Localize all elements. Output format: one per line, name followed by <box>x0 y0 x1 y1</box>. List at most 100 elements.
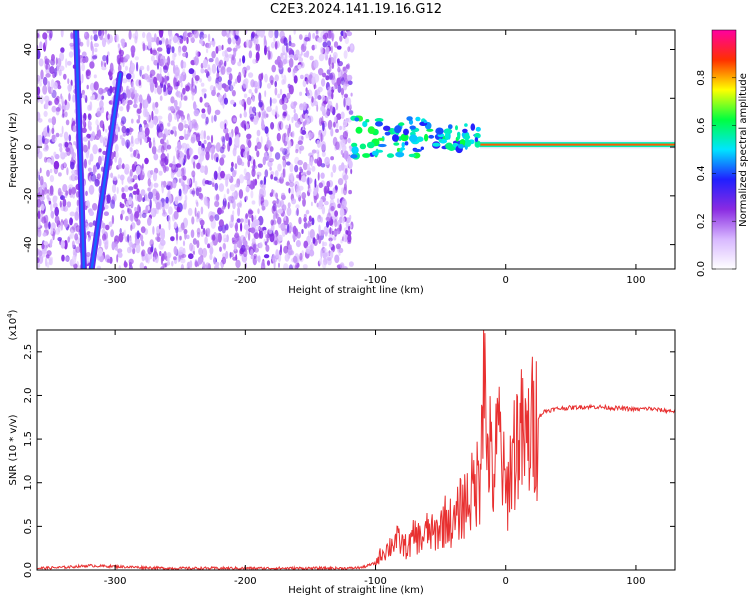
heatmap-cell <box>130 213 134 222</box>
heatmap-cell <box>330 45 333 54</box>
heatmap-cell <box>263 199 269 207</box>
heatmap-cell <box>101 166 104 172</box>
heatmap-cell <box>300 74 304 80</box>
heatmap-cell <box>48 100 53 106</box>
heatmap-cell <box>71 169 77 175</box>
heatmap-cell <box>290 101 294 107</box>
heatmap-cell <box>183 120 187 125</box>
heatmap-cell <box>76 191 79 198</box>
heatmap-cell <box>170 60 175 66</box>
heatmap-cell <box>119 93 124 99</box>
heatmap-cell <box>342 73 348 79</box>
heatmap-cell <box>150 55 155 62</box>
heatmap-cell <box>304 113 308 120</box>
heatmap-cell <box>320 172 325 179</box>
heatmap-cell <box>343 93 349 99</box>
heatmap-cell <box>247 159 250 168</box>
heatmap-cell <box>240 144 246 153</box>
heatmap-cell <box>346 74 353 81</box>
heatmap-cell <box>297 140 303 146</box>
heatmap-blob <box>365 119 370 123</box>
heatmap-cell <box>322 122 325 132</box>
heatmap-cell <box>202 178 207 187</box>
heatmap-blob <box>392 134 399 142</box>
heatmap-cell <box>151 110 154 121</box>
heatmap-cell <box>177 144 182 149</box>
heatmap-cell <box>237 206 241 217</box>
heatmap-cell <box>67 236 70 243</box>
heatmap-cell <box>49 175 55 183</box>
x-tick-label: 0 <box>503 576 509 587</box>
heatmap-blob <box>372 150 378 156</box>
heatmap-cell <box>239 113 242 119</box>
heatmap-cell <box>159 30 164 38</box>
heatmap-cell <box>173 99 178 108</box>
heatmap-cell <box>215 46 219 54</box>
heatmap-cell <box>165 142 168 152</box>
heatmap-cell <box>286 114 291 121</box>
heatmap-cell <box>318 182 323 189</box>
heatmap-cell <box>309 229 315 239</box>
heatmap-cell <box>132 190 138 195</box>
heatmap-cell <box>88 184 95 195</box>
heatmap-cell <box>47 86 52 93</box>
heatmap-cell <box>203 139 207 145</box>
heatmap-blob <box>355 126 363 134</box>
heatmap-cell <box>321 78 326 87</box>
heatmap-cell <box>136 61 139 72</box>
heatmap-cell <box>283 74 287 85</box>
heatmap-cell <box>262 188 266 198</box>
heatmap-cell <box>180 167 185 178</box>
heatmap-cell <box>88 210 95 216</box>
heatmap-cell <box>269 166 272 171</box>
heatmap-cell <box>228 53 233 59</box>
heatmap-cell <box>166 75 170 81</box>
spectrogram-frame <box>36 29 676 270</box>
heatmap-cell <box>176 113 179 123</box>
heatmap-cell <box>92 94 95 100</box>
heatmap-cell <box>346 104 350 111</box>
heatmap-cell <box>266 155 271 161</box>
heatmap-cell <box>37 49 41 60</box>
heatmap-cell <box>264 169 269 178</box>
heatmap-cell <box>307 220 310 228</box>
heatmap-cell <box>39 41 43 50</box>
heatmap-cell <box>342 186 348 196</box>
x-tick-label: -100 <box>364 576 387 587</box>
heatmap-cell <box>240 235 245 243</box>
heatmap-cell <box>258 111 261 118</box>
heatmap-cell <box>302 198 306 207</box>
heatmap-cell <box>153 33 157 43</box>
heatmap-cell <box>114 241 119 251</box>
heatmap-cell <box>37 74 41 82</box>
heatmap-cell <box>253 232 260 240</box>
heatmap-cell <box>90 41 93 52</box>
heatmap-cell <box>308 188 312 193</box>
heatmap-cell <box>155 201 161 210</box>
heatmap-cell <box>37 262 41 269</box>
heatmap-cell <box>340 149 344 155</box>
heatmap-cell <box>327 86 333 91</box>
heatmap-cell <box>121 187 125 193</box>
heatmap-cell <box>287 223 290 234</box>
heatmap-cell <box>60 30 64 38</box>
heatmap-cell <box>144 157 149 165</box>
heatmap-cell <box>132 247 136 255</box>
heatmap-cell <box>330 156 334 161</box>
heatmap-cell <box>311 76 316 86</box>
heatmap-cell <box>221 154 226 159</box>
heatmap-cell <box>129 169 133 177</box>
heatmap-cell <box>52 54 55 63</box>
heatmap-cell <box>223 97 228 105</box>
heatmap-cell <box>270 174 274 180</box>
heatmap-cell <box>56 63 60 74</box>
heatmap-cell <box>235 259 241 269</box>
heatmap-cell <box>325 75 330 81</box>
heatmap-cell <box>179 100 182 109</box>
heatmap-cell <box>151 145 157 155</box>
heatmap-cell <box>121 137 126 147</box>
heatmap-cell <box>65 58 68 68</box>
heatmap-cell <box>158 170 163 176</box>
heatmap-cell <box>172 126 176 132</box>
heatmap-cell <box>258 196 261 207</box>
